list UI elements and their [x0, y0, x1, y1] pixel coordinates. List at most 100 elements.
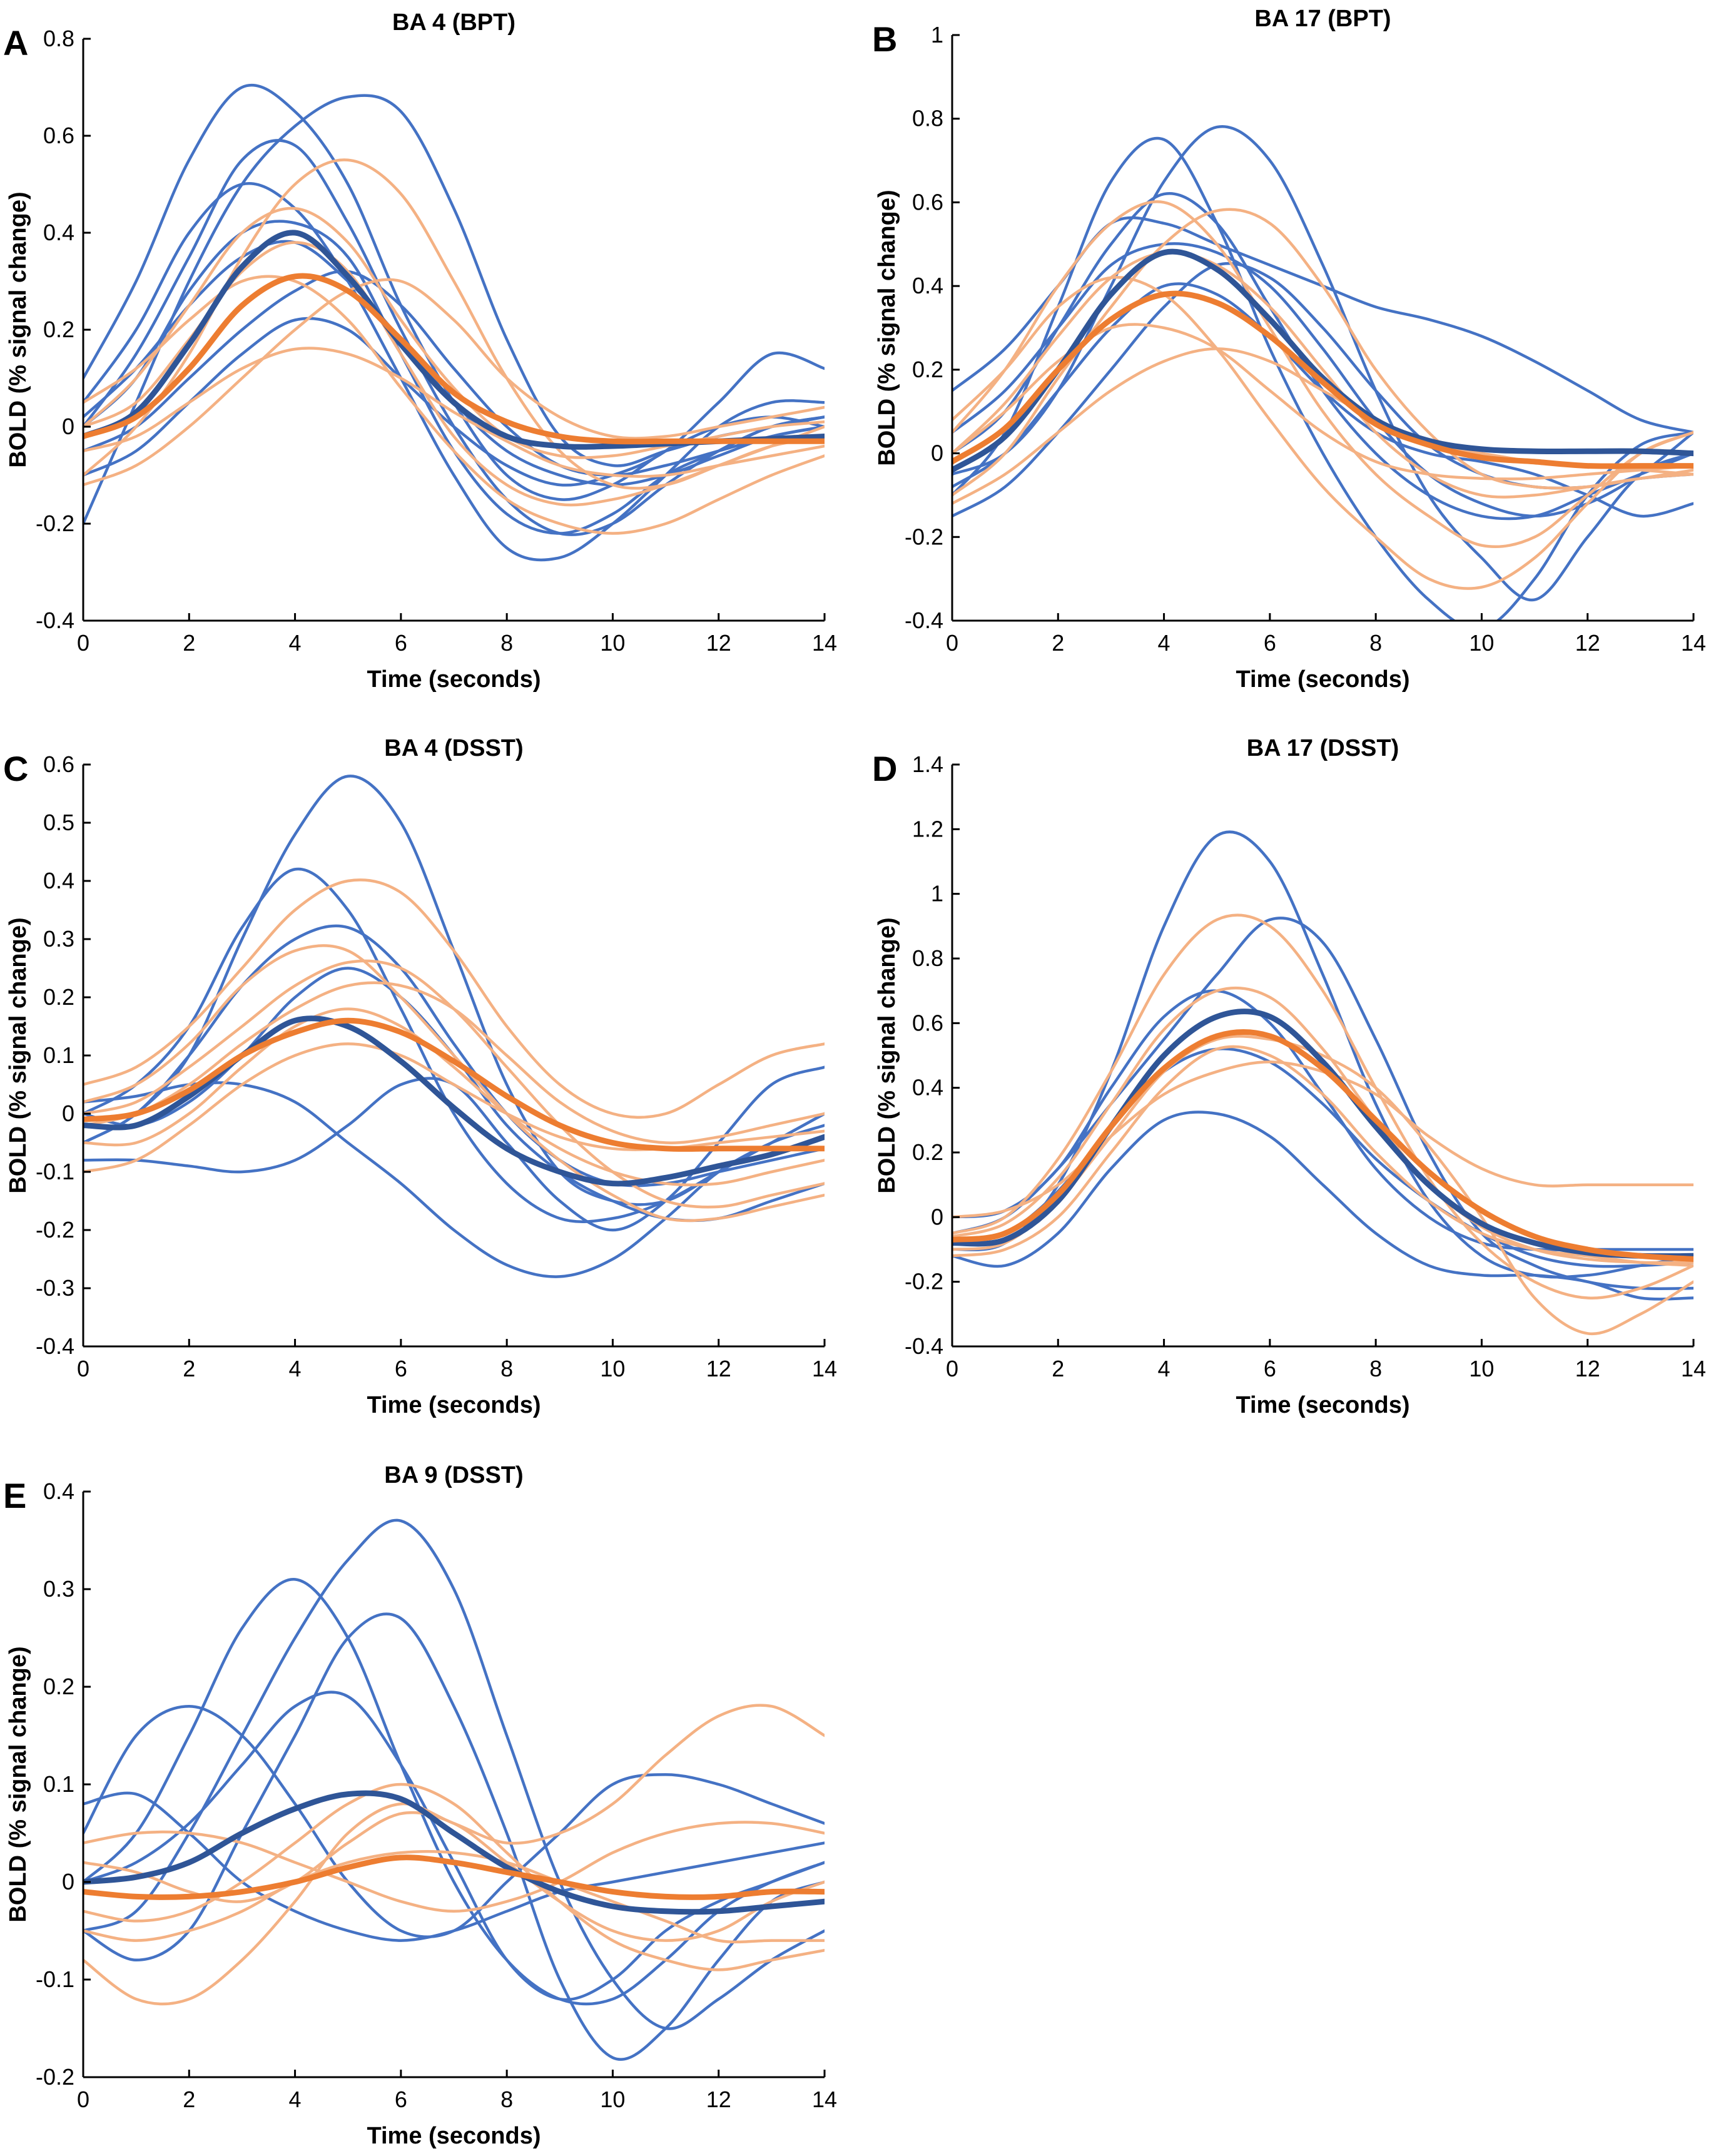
x-tick-label: 2: [1052, 630, 1064, 656]
orange-subject-line: [83, 1042, 825, 1174]
y-tick-label: -0.2: [36, 1217, 74, 1243]
y-tick-label: -0.1: [36, 1966, 74, 1992]
panel-a: 0 2 4 6 8 10 12 14 -0.4 -0.2 0 0.2 0.4 0.6 0.8 BA 4 (BP…: [3, 9, 837, 693]
y-tick-label: 0: [931, 1204, 943, 1229]
y-tick-label: -0.4: [36, 608, 74, 633]
orange-subject-line: [83, 1782, 825, 1971]
x-tick-label: 14: [812, 1356, 837, 1381]
x-tick-label: 10: [1469, 630, 1494, 656]
blue-subject-line: [952, 242, 1693, 518]
y-axis-title: BOLD (% signal change): [5, 1646, 31, 1922]
blue-subject-line: [952, 282, 1693, 518]
x-tick-label: 4: [289, 630, 302, 656]
y-tick-label: 0.2: [43, 1674, 74, 1699]
y-tick-label: 0.4: [43, 868, 74, 893]
x-tick-label: 6: [1264, 630, 1276, 656]
y-tick-label: 0.4: [43, 220, 74, 245]
orange-mean-line: [83, 1017, 825, 1152]
x-tick-label: 4: [1158, 630, 1170, 656]
x-axis-title: Time (seconds): [367, 1392, 541, 1418]
y-tick-label: 0: [931, 440, 943, 466]
y-tick-label: 0.2: [912, 357, 943, 382]
y-tick-label: 0.2: [912, 1139, 943, 1165]
x-tick-label: 8: [500, 2087, 513, 2112]
panel-title: BA 4 (DSST): [384, 735, 523, 761]
panel-letter: A: [3, 23, 28, 63]
orange-subject-line: [952, 1045, 1693, 1268]
y-tick-label: -0.3: [36, 1275, 74, 1301]
panel-title: BA 17 (DSST): [1247, 735, 1399, 761]
orange-subject-line: [952, 200, 1693, 549]
blue-subject-line: [83, 1065, 825, 1232]
blue-subject-line: [83, 220, 825, 535]
y-tick-label: 0.3: [43, 926, 74, 952]
y-tick-label: 0: [62, 1101, 74, 1126]
x-tick-label: 8: [1369, 1356, 1382, 1381]
x-tick-label: 14: [1681, 1356, 1706, 1381]
y-tick-label: 0.1: [43, 1771, 74, 1797]
y-tick-label: 0.6: [912, 189, 943, 215]
y-axis-title: BOLD (% signal change): [5, 191, 31, 467]
x-tick-label: 12: [1575, 1356, 1600, 1381]
orange-subject-line: [83, 1850, 825, 1944]
orange-mean-line: [952, 1029, 1693, 1262]
x-tick-label: 12: [706, 630, 731, 656]
x-tick-label: 12: [1575, 630, 1600, 656]
blue-subject-line: [83, 94, 825, 526]
y-tick-label: -0.1: [36, 1159, 74, 1184]
orange-subject-line: [952, 913, 1693, 1299]
panel-c: 0 2 4 6 8 10 12 14 -0.4 -0.3 -0.2 -0.1 0 0.1 0.2 0.3 0.4…: [3, 735, 837, 1418]
blue-subject-line: [952, 1111, 1693, 1301]
orange-subject-line: [952, 250, 1693, 499]
blue-subject-line: [83, 317, 825, 487]
y-tick-label: 0.6: [43, 123, 74, 148]
panel-e: 0 2 4 6 8 10 12 14 -0.2 -0.1 0 0.1 0.2 0.3 0.4 BA 9 (DS…: [3, 1462, 837, 2149]
blue-subject-line: [83, 1518, 825, 2030]
x-axis-title: Time (seconds): [1236, 1392, 1409, 1418]
x-tick-label: 10: [600, 2087, 625, 2112]
y-tick-label: 0.4: [912, 273, 943, 298]
panel-b: 0 2 4 6 8 10 12 14 -0.4 -0.2 0 0.2 0.4 0.6 0.8 1 BA 17 (…: [872, 6, 1706, 693]
y-tick-label: 0.8: [43, 26, 74, 51]
orange-subject-line: [83, 878, 825, 1119]
x-tick-label: 14: [1681, 630, 1706, 656]
panel-letter: C: [3, 749, 28, 788]
y-tick-label: -0.4: [905, 1333, 943, 1359]
orange-subject-line: [83, 1007, 825, 1187]
x-tick-label: 4: [289, 1356, 302, 1381]
blue-mean-line: [952, 1009, 1693, 1259]
y-tick-label: -0.2: [905, 524, 943, 549]
orange-subject-line: [83, 275, 825, 535]
blue-subject-line: [83, 1691, 825, 2001]
panel-title: BA 4 (BPT): [392, 9, 515, 36]
x-tick-label: 2: [183, 630, 195, 656]
x-tick-label: 6: [1264, 1356, 1276, 1381]
x-tick-label: 12: [706, 2087, 731, 2112]
orange-subject-line: [83, 944, 825, 1223]
y-tick-label: 0: [62, 1869, 74, 1894]
x-tick-label: 10: [600, 630, 625, 656]
y-axis-title: BOLD (% signal change): [874, 190, 900, 465]
x-tick-label: 0: [77, 2087, 89, 2112]
orange-subject-line: [952, 275, 1693, 590]
y-tick-label: 0.4: [912, 1075, 943, 1101]
y-tick-label: 0.8: [912, 945, 943, 971]
blue-subject-line: [83, 775, 825, 1206]
orange-mean-line: [83, 273, 825, 445]
x-tick-label: 0: [77, 1356, 89, 1381]
blue-subject-line: [952, 1047, 1693, 1268]
orange-subject-line: [952, 986, 1693, 1264]
orange-mean-line: [83, 1854, 825, 1900]
x-tick-label: 10: [1469, 1356, 1494, 1381]
x-axis-title: Time (seconds): [367, 2123, 541, 2149]
blue-subject-line: [83, 1791, 825, 1942]
y-tick-label: 0.2: [43, 317, 74, 342]
x-axis-title: Time (seconds): [1236, 666, 1409, 693]
x-tick-label: 14: [812, 630, 837, 656]
series-group: [952, 830, 1693, 1336]
x-tick-label: 8: [500, 630, 513, 656]
blue-subject-line: [83, 1578, 825, 2006]
x-tick-label: 4: [289, 2087, 302, 2112]
y-tick-label: 1: [931, 22, 943, 48]
orange-subject-line: [83, 347, 825, 478]
